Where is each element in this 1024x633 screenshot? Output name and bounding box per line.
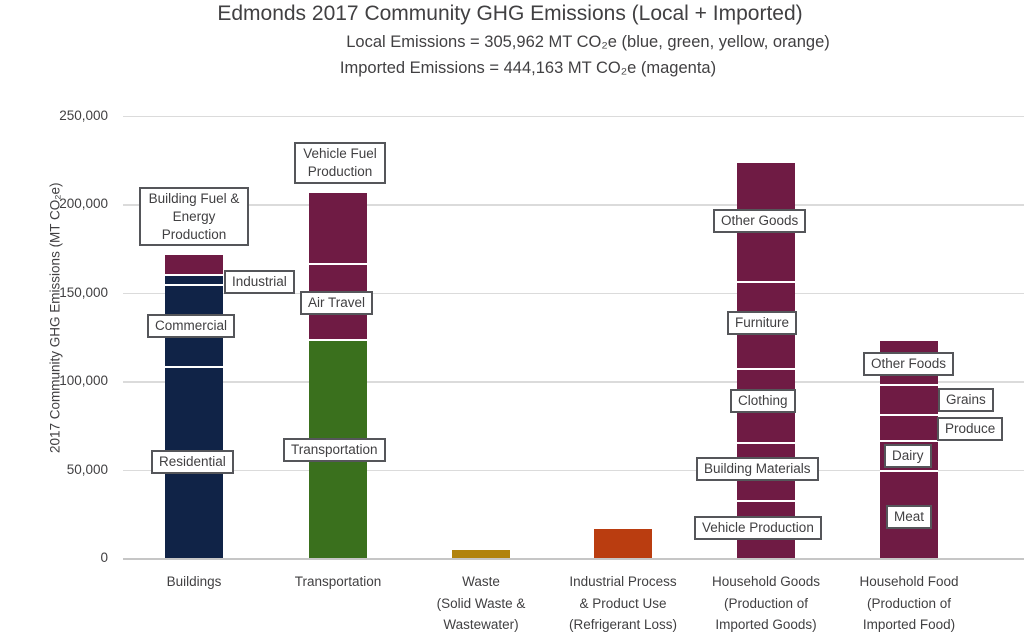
y-tick-200,000: 200,000 <box>59 196 108 211</box>
chart-subtitle-local: Local Emissions = 305,962 MT CO₂e (blue,… <box>346 33 830 51</box>
label-industrial: Industrial <box>224 270 295 294</box>
x-label-household-food: Household Food (Production of Imported F… <box>859 574 959 632</box>
y-tick-50,000: 50,000 <box>66 461 108 477</box>
bar-segment-industrial-process-product-use-refrigerant-loss <box>594 528 652 559</box>
bar-segment-produce <box>880 415 938 443</box>
x-label-industrial-process: Industrial Process & Product Use (Refrig… <box>568 574 678 632</box>
gridline-100,000 <box>123 381 1024 383</box>
bar-segment-waste-solid-waste-wastewater <box>452 550 510 559</box>
bar-segment-building-fuel-energy-production <box>165 254 223 276</box>
chart-title: Edmonds 2017 Community GHG Emissions (Lo… <box>217 2 803 25</box>
bar-segment-industrial <box>165 275 223 287</box>
gridline-250,000 <box>123 115 1024 118</box>
label-commercial: Commercial <box>147 314 236 338</box>
y-tick-150,000: 150,000 <box>59 284 108 300</box>
label-air-travel: Air Travel <box>300 291 374 315</box>
label-other-foods: Other Foods <box>863 352 955 376</box>
label-vehicle-production: Vehicle Production <box>694 516 822 540</box>
bar-waste <box>452 550 510 559</box>
y-tick-250,000: 250,000 <box>59 107 108 123</box>
label-transportation: Transportation <box>283 438 386 462</box>
chart-subtitle-imported: Imported Emissions = 444,163 MT CO₂e (ma… <box>339 59 717 77</box>
gridline-200,000 <box>123 204 1024 206</box>
bar-segment-vehicle-fuel-production <box>309 192 367 266</box>
x-label-transportation: Transportation <box>294 574 382 589</box>
x-label-buildings: Buildings <box>166 574 222 589</box>
bar-segment-grains <box>880 385 938 416</box>
bar-transportation <box>309 192 367 559</box>
gridline-150,000 <box>123 292 1024 295</box>
y-tick-100,000: 100,000 <box>59 373 108 388</box>
label-building-materials: Building Materials <box>696 457 819 481</box>
bar-buildings <box>165 254 223 559</box>
x-label-household-goods: Household Goods (Production of Imported … <box>711 574 821 632</box>
y-tick-0: 0 <box>100 550 108 565</box>
label-building-fuel-energy-production: Building Fuel & Energy Production <box>139 187 249 247</box>
label-grains: Grains <box>938 388 994 412</box>
label-furniture: Furniture <box>727 311 798 335</box>
x-axis-line <box>123 558 1024 560</box>
label-meat: Meat <box>886 505 933 529</box>
label-residential: Residential <box>151 450 234 474</box>
label-dairy: Dairy <box>884 444 932 468</box>
label-clothing: Clothing <box>730 389 796 413</box>
label-vehicle-fuel-production: Vehicle Fuel Production <box>294 142 386 184</box>
label-produce: Produce <box>937 417 1004 441</box>
bar-industrial-process <box>594 528 652 559</box>
label-other-goods: Other Goods <box>713 209 807 233</box>
gridline-50,000 <box>123 469 1024 472</box>
x-label-waste: Waste (Solid Waste & Wastewater) <box>436 574 526 632</box>
